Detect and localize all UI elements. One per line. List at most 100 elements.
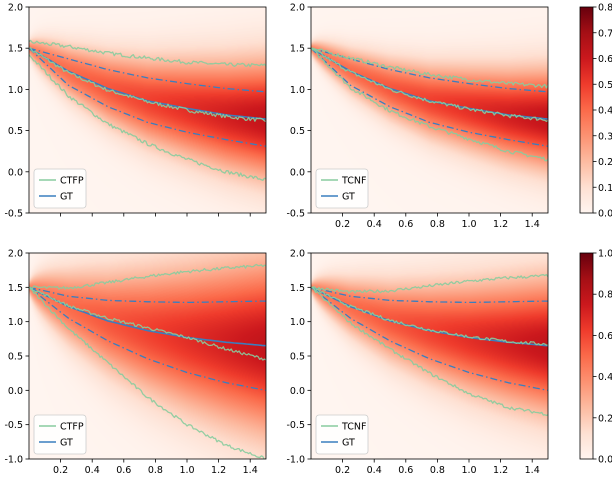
series-tcnf-lower — [311, 286, 548, 417]
y-tick-label: -0.5 — [286, 209, 305, 220]
y-tick-label: 0.5 — [8, 352, 23, 363]
series-lines — [311, 47, 548, 162]
colorbar-tick-label: 0.0 — [598, 455, 612, 466]
y-tick-label: 1.5 — [290, 44, 305, 55]
x-tick-label: 1.0 — [461, 219, 476, 230]
series-tcnf — [311, 47, 548, 122]
y-tick-label: 1.5 — [8, 44, 23, 55]
y-tick-label: 1.5 — [8, 283, 23, 294]
series-gt-upper-band — [29, 47, 266, 93]
y-tick-label: 1.0 — [290, 85, 305, 96]
legend-box — [33, 168, 87, 209]
series-lines — [29, 39, 266, 181]
legend-label: CTFP — [60, 422, 84, 433]
series-gt-lower-band — [311, 47, 548, 147]
y-tick-label: 2.0 — [8, 3, 23, 14]
colorbar-tick-label: 1.0 — [598, 249, 612, 260]
x-tick-label: 0.2 — [53, 465, 68, 476]
y-tick-label: 0.5 — [8, 126, 23, 137]
y-tick-label: 1.0 — [8, 85, 23, 96]
x-tick-label: 0.4 — [367, 465, 382, 476]
y-tick-label: 0.0 — [290, 386, 305, 397]
series-tcnf — [311, 286, 548, 346]
x-tick-label: 1.2 — [211, 465, 226, 476]
colorbar-tick-label: 0.8 — [598, 290, 612, 301]
series-ctfp-upper — [29, 263, 266, 290]
series-tcnf-upper — [311, 47, 548, 89]
axes-frame — [28, 6, 267, 214]
panel-top-left: -0.5 0.0 0.5 1.0 1.5 2.0 CTFP GT — [4, 3, 267, 220]
y-tick-label: 0.0 — [8, 386, 23, 397]
x-tick-label: 1.2 — [493, 219, 508, 230]
colorbar-tick-label: 0.2 — [598, 157, 612, 168]
series-tcnf-lower — [311, 47, 548, 162]
x-tick-label: 1.4 — [525, 465, 540, 476]
x-tick-label: 1.4 — [243, 465, 258, 476]
series-ctfp-upper — [29, 39, 266, 68]
x-tick-label: 1.0 — [179, 465, 194, 476]
series-gt-lower-band — [29, 286, 266, 391]
x-tick-label: 0.2 — [335, 465, 350, 476]
series-gt-upper-band — [311, 286, 548, 304]
colorbar-tick-label: 0.6 — [598, 331, 612, 342]
legend-label: GT — [60, 192, 73, 203]
y-tick-label: -0.5 — [4, 209, 23, 220]
colorbar-tick-label: 0.8 — [598, 3, 612, 14]
legend-label: TCNF — [341, 176, 366, 187]
series-gt-upper-band — [311, 47, 548, 93]
series-gt-lower-band — [311, 286, 548, 391]
y-tick-label: 1.5 — [290, 283, 305, 294]
panel-bottom-left: -1.0 -0.5 0.0 0.5 1.0 1.5 2.0 0.2 0.4 0.6 0.8 1.0 1.… — [4, 249, 267, 476]
colorbar-tick-label: 0.4 — [598, 106, 612, 117]
colorbar-tick-label: 0.0 — [598, 209, 612, 220]
colorbar-tick-label: 0.7 — [598, 28, 612, 39]
legend-label: GT — [342, 192, 355, 203]
series-gt-upper-band — [29, 286, 266, 304]
x-tick-label: 0.8 — [430, 465, 445, 476]
legend-label: TCNF — [341, 422, 366, 433]
legend: TCNF GT — [315, 168, 369, 209]
panel-bottom-right: -1.0 -0.5 0.0 0.5 1.0 1.5 2.0 0.2 0.4 0.6 0.8 1.0 1.… — [286, 249, 549, 476]
legend-box — [315, 168, 369, 209]
colorbar-tick-label: 0.1 — [598, 183, 612, 194]
y-tick-label: 0.0 — [8, 167, 23, 178]
legend-label: CTFP — [60, 176, 84, 187]
x-tick-label: 0.6 — [398, 465, 413, 476]
y-tick-label: 0.5 — [290, 126, 305, 137]
colorbar-bottom: 0.0 0.2 0.4 0.6 0.8 1.0 — [579, 249, 612, 466]
x-tick-label: 0.4 — [85, 465, 100, 476]
x-tick-label: 0.8 — [148, 465, 163, 476]
series-ctfp-lower — [29, 286, 266, 459]
x-tick-label: 0.2 — [335, 219, 350, 230]
legend: TCNF GT — [315, 414, 369, 455]
x-tick-label: 0.6 — [398, 219, 413, 230]
y-tick-label: -0.5 — [4, 420, 23, 431]
x-tick-label: 1.2 — [493, 465, 508, 476]
y-tick-label: 1.0 — [290, 317, 305, 328]
series-ctfp-lower — [29, 54, 266, 181]
legend-label: GT — [342, 438, 355, 449]
x-tick-label: 0.6 — [116, 465, 131, 476]
legend-box — [33, 414, 87, 455]
colorbar-tick-label: 0.2 — [598, 413, 612, 424]
y-tick-label: 2.0 — [290, 249, 305, 260]
legend: CTFP GT — [33, 168, 87, 209]
legend-box — [315, 414, 369, 455]
legend-label: GT — [60, 438, 73, 449]
series-tcnf-upper — [311, 273, 548, 294]
axes-frame — [310, 6, 549, 214]
y-tick-label: -1.0 — [286, 455, 305, 466]
x-tick-label: 1.4 — [525, 219, 540, 230]
legend: CTFP GT — [33, 414, 87, 455]
colorbar-tick-label: 0.4 — [598, 372, 612, 383]
series-lines — [29, 263, 266, 459]
colorbar-tick-label: 0.6 — [598, 54, 612, 65]
y-tick-label: 2.0 — [290, 3, 305, 14]
x-tick-label: 0.4 — [367, 219, 382, 230]
series-lines — [311, 273, 548, 417]
y-tick-label: 0.5 — [290, 352, 305, 363]
colorbar-top: 0.0 0.1 0.2 0.3 0.4 0.5 0.6 0.7 0.8 — [579, 3, 612, 220]
y-tick-label: 2.0 — [8, 249, 23, 260]
y-tick-label: 1.0 — [8, 317, 23, 328]
colorbar-body — [579, 6, 594, 214]
